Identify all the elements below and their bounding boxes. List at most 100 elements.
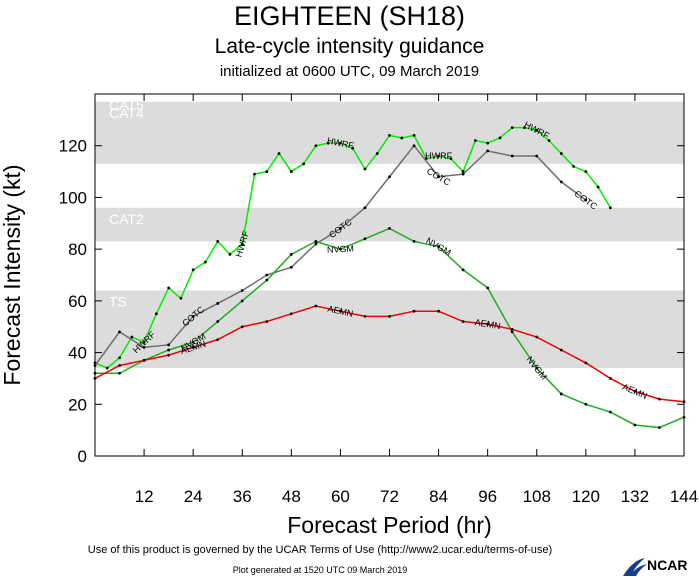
data-point: [608, 410, 612, 414]
data-point: [277, 152, 281, 155]
data-point: [216, 302, 220, 305]
data-point: [265, 170, 269, 173]
data-point: [105, 366, 109, 370]
data-point: [191, 314, 195, 318]
data-point: [130, 335, 134, 339]
data-point: [142, 358, 146, 362]
axes: 0 20 40 60 80 100 120 12 24 36 48 60 72 84 96 108 120 132…: [59, 94, 698, 506]
data-point: [486, 149, 490, 153]
data-point: [191, 346, 195, 349]
data-point: [388, 314, 391, 318]
y-tick-label: 120: [59, 137, 87, 156]
data-point: [351, 146, 355, 150]
data-point: [535, 154, 539, 158]
data-point: [547, 139, 551, 142]
data-point: [388, 175, 391, 179]
data-point: [608, 206, 612, 210]
y-tick-label: 80: [68, 240, 87, 259]
data-point: [363, 237, 367, 241]
data-point: [240, 325, 244, 329]
data-point: [658, 426, 661, 429]
y-tick-label: 60: [68, 292, 87, 311]
data-point: [461, 170, 465, 173]
data-point: [486, 322, 490, 326]
data-point: [375, 152, 379, 155]
data-point: [461, 320, 465, 323]
data-point: [633, 389, 637, 393]
data-point: [473, 139, 477, 142]
data-point: [461, 268, 465, 272]
data-point: [265, 278, 269, 282]
x-tick-label: 144: [670, 487, 698, 506]
data-point: [118, 371, 121, 375]
data-point: [461, 172, 465, 176]
data-point: [412, 144, 416, 148]
data-point: [253, 172, 256, 176]
data-point: [559, 180, 563, 184]
data-point: [191, 340, 195, 344]
data-point: [535, 366, 539, 370]
data-point: [498, 136, 502, 140]
data-point: [289, 252, 293, 256]
data-point: [118, 330, 121, 334]
data-point: [314, 239, 318, 243]
terms-of-use-text: Use of this product is governed by the U…: [87, 544, 553, 556]
data-point: [289, 265, 293, 269]
x-tick-label: 12: [135, 487, 154, 506]
x-tick-label: 108: [523, 487, 551, 506]
data-point: [584, 170, 588, 173]
x-tick-label: 132: [621, 487, 649, 506]
data-point: [559, 392, 563, 396]
data-point: [437, 245, 440, 248]
data-point: [265, 273, 269, 277]
data-point: [608, 377, 612, 380]
data-point: [118, 356, 121, 360]
chart-title: EIGHTEEN (SH18): [233, 1, 466, 31]
data-point: [240, 299, 244, 303]
data-point: [510, 154, 514, 158]
band-ts: [95, 290, 684, 369]
init-time-label: initialized at 0600 UTC, 09 March 2019: [219, 63, 480, 80]
data-point: [449, 157, 453, 161]
x-tick-label: 24: [184, 487, 203, 506]
data-point: [167, 353, 171, 357]
data-point: [240, 289, 244, 292]
data-point: [339, 227, 342, 230]
data-point: [486, 286, 490, 290]
data-point: [437, 175, 440, 179]
data-point: [228, 252, 232, 256]
data-point: [265, 320, 269, 323]
band-label-cat2: CAT2: [109, 211, 144, 227]
data-point: [142, 340, 146, 344]
data-point: [216, 239, 220, 243]
data-point: [388, 133, 391, 137]
data-point: [633, 423, 637, 427]
band-label-cat1: CAT1: [109, 244, 144, 260]
band-label-ts: TS: [109, 294, 127, 310]
data-point: [289, 312, 293, 316]
x-tick-label: 48: [282, 487, 301, 506]
data-point: [572, 165, 575, 168]
data-point: [596, 185, 600, 189]
data-point: [167, 343, 171, 347]
data-point: [658, 397, 661, 401]
generated-time-text: Plot generated at 1520 UTC 09 March 2019: [232, 565, 408, 575]
data-point: [191, 268, 195, 272]
data-point: [437, 309, 440, 313]
data-point: [216, 320, 220, 323]
data-point: [363, 167, 367, 171]
data-point: [167, 348, 171, 352]
data-point: [216, 338, 220, 342]
data-point: [400, 136, 404, 140]
data-point: [412, 309, 416, 313]
data-point: [510, 330, 514, 334]
x-tick-label: 72: [380, 487, 399, 506]
data-point: [302, 162, 306, 166]
x-tick-label: 60: [331, 487, 350, 506]
data-point: [339, 141, 342, 145]
data-point: [559, 348, 563, 352]
band-label-cat4: CAT4: [109, 105, 144, 121]
ncar-logo-text: NCAR: [647, 557, 688, 573]
y-axis-label: Forecast Intensity (kt): [0, 164, 25, 385]
